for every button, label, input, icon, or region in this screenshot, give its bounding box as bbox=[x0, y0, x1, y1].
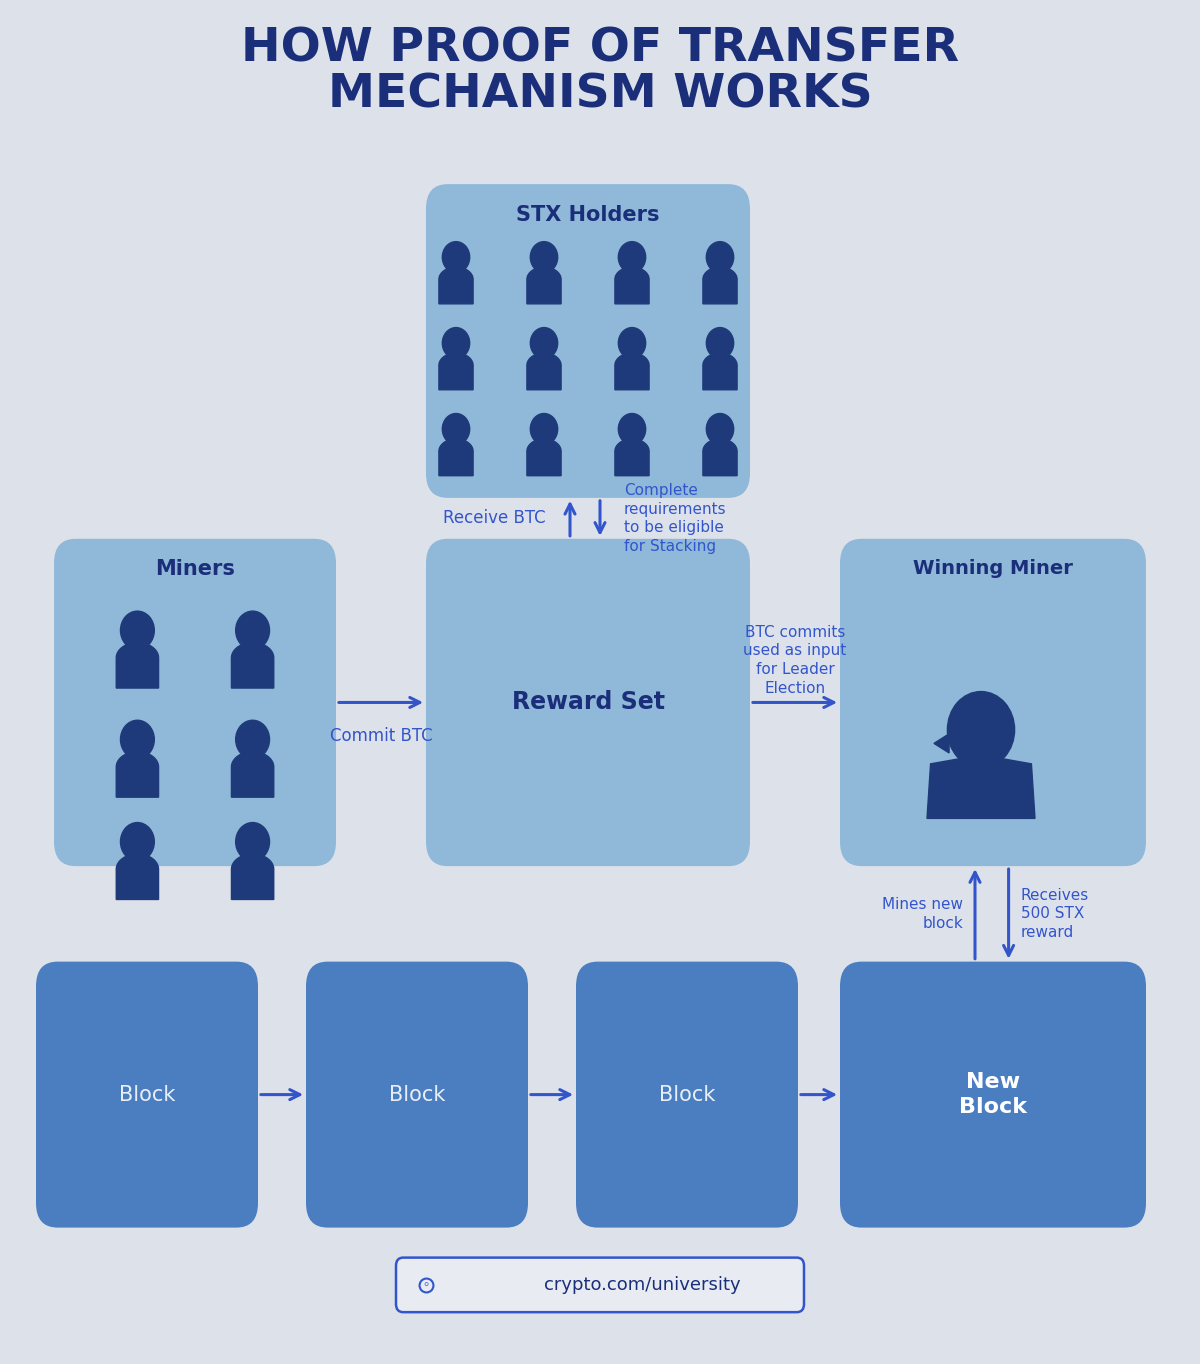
Polygon shape bbox=[934, 734, 949, 753]
Circle shape bbox=[530, 413, 558, 445]
Circle shape bbox=[707, 413, 733, 445]
Polygon shape bbox=[703, 353, 737, 390]
Text: Miners: Miners bbox=[155, 559, 235, 580]
FancyBboxPatch shape bbox=[840, 539, 1146, 866]
Text: STX Holders: STX Holders bbox=[516, 205, 660, 225]
FancyBboxPatch shape bbox=[36, 962, 258, 1228]
Text: HOW PROOF OF TRANSFER: HOW PROOF OF TRANSFER bbox=[241, 27, 959, 71]
Circle shape bbox=[530, 327, 558, 359]
Circle shape bbox=[707, 327, 733, 359]
Circle shape bbox=[530, 241, 558, 273]
Polygon shape bbox=[527, 353, 562, 390]
Text: Receives
500 STX
reward: Receives 500 STX reward bbox=[1020, 888, 1088, 940]
Polygon shape bbox=[116, 642, 158, 687]
Text: New
Block: New Block bbox=[959, 1072, 1027, 1117]
Text: Block: Block bbox=[389, 1084, 445, 1105]
Text: BTC commits
used as input
for Leader
Election: BTC commits used as input for Leader Ele… bbox=[743, 625, 847, 696]
Text: Block: Block bbox=[659, 1084, 715, 1105]
Circle shape bbox=[120, 822, 155, 861]
FancyBboxPatch shape bbox=[426, 539, 750, 866]
Text: crypto.com/university: crypto.com/university bbox=[544, 1275, 740, 1294]
Polygon shape bbox=[527, 439, 562, 476]
Polygon shape bbox=[232, 642, 274, 687]
Text: Mines new
block: Mines new block bbox=[882, 898, 962, 930]
Polygon shape bbox=[614, 267, 649, 304]
Polygon shape bbox=[116, 752, 158, 797]
Circle shape bbox=[618, 327, 646, 359]
Polygon shape bbox=[439, 267, 473, 304]
Circle shape bbox=[443, 413, 469, 445]
Polygon shape bbox=[439, 439, 473, 476]
Circle shape bbox=[443, 241, 469, 273]
Circle shape bbox=[235, 822, 270, 861]
Circle shape bbox=[948, 692, 1015, 768]
Polygon shape bbox=[232, 752, 274, 797]
FancyBboxPatch shape bbox=[396, 1258, 804, 1312]
Polygon shape bbox=[703, 439, 737, 476]
Polygon shape bbox=[527, 267, 562, 304]
Circle shape bbox=[443, 327, 469, 359]
Text: Winning Miner: Winning Miner bbox=[913, 559, 1073, 578]
FancyBboxPatch shape bbox=[306, 962, 528, 1228]
Polygon shape bbox=[232, 854, 274, 899]
Circle shape bbox=[618, 413, 646, 445]
FancyBboxPatch shape bbox=[54, 539, 336, 866]
Polygon shape bbox=[614, 439, 649, 476]
Text: Commit BTC: Commit BTC bbox=[330, 727, 432, 745]
Circle shape bbox=[120, 720, 155, 758]
Circle shape bbox=[707, 241, 733, 273]
FancyBboxPatch shape bbox=[426, 184, 750, 498]
Text: Reward Set: Reward Set bbox=[511, 690, 665, 715]
Text: Receive BTC: Receive BTC bbox=[443, 509, 546, 528]
FancyBboxPatch shape bbox=[576, 962, 798, 1228]
Circle shape bbox=[120, 611, 155, 649]
Polygon shape bbox=[703, 267, 737, 304]
Circle shape bbox=[235, 720, 270, 758]
FancyBboxPatch shape bbox=[840, 962, 1146, 1228]
Polygon shape bbox=[439, 353, 473, 390]
Circle shape bbox=[618, 241, 646, 273]
Polygon shape bbox=[614, 353, 649, 390]
Text: Block: Block bbox=[119, 1084, 175, 1105]
Circle shape bbox=[235, 611, 270, 649]
Text: ⚪: ⚪ bbox=[422, 1281, 430, 1289]
Text: MECHANISM WORKS: MECHANISM WORKS bbox=[328, 74, 872, 117]
Polygon shape bbox=[116, 854, 158, 899]
Polygon shape bbox=[926, 754, 1034, 818]
Text: Complete
requirements
to be eligible
for Stacking: Complete requirements to be eligible for… bbox=[624, 483, 727, 554]
